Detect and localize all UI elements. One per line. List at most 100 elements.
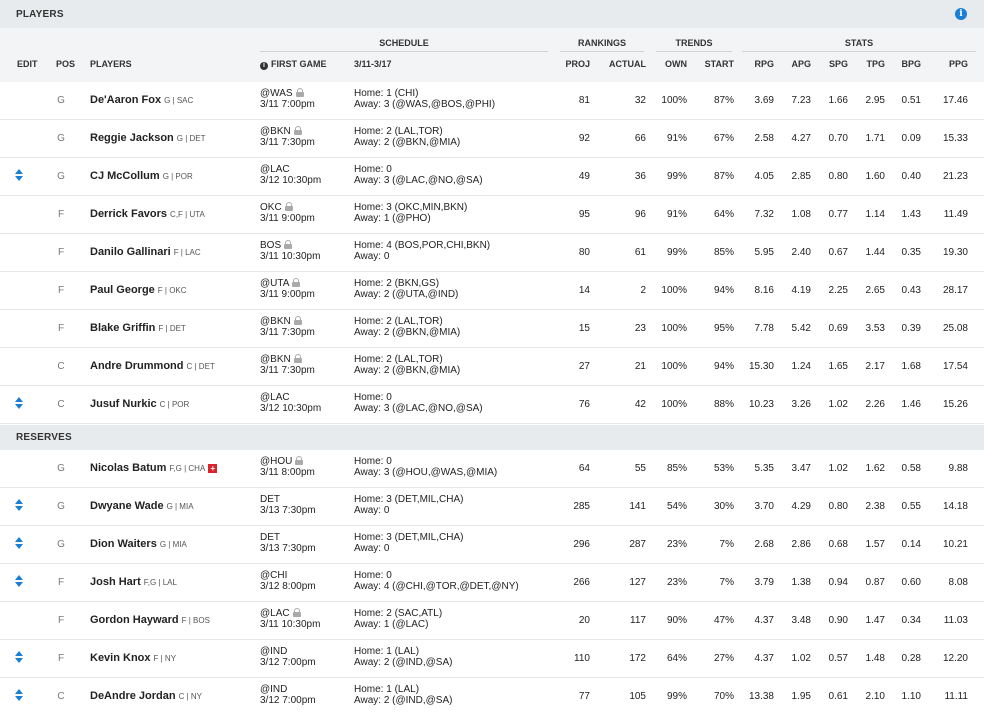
table-row[interactable]: F Danilo Gallinari F | LAC BOS 3/11 10:30pm H… <box>0 234 984 272</box>
player-name-cell[interactable]: Nicolas Batum F,G | CHA + <box>90 462 218 474</box>
table-row[interactable]: F Gordon Hayward F | BOS @LAC 3/11 10:30pm Ho… <box>0 602 984 640</box>
move-player-icon[interactable] <box>13 689 25 705</box>
arrow-down-icon <box>15 176 23 181</box>
injury-icon[interactable]: + <box>208 464 218 473</box>
player-team-position: G | MIA <box>166 502 194 511</box>
move-player-icon[interactable] <box>13 397 25 413</box>
table-row[interactable]: G Dion Waiters G | MIA DET 3/13 7:30pm Home: … <box>0 526 984 564</box>
move-player-icon[interactable] <box>13 169 25 185</box>
player-name[interactable]: Blake Griffin <box>90 322 156 334</box>
table-row[interactable]: C Jusuf Nurkic C | POR @LAC 3/12 10:30pm Home… <box>0 386 984 424</box>
stat-ppg: 17.46 <box>942 95 968 106</box>
player-name-cell[interactable]: Reggie Jackson G | DET <box>90 132 206 144</box>
stat-proj: 20 <box>578 615 590 626</box>
player-name[interactable]: Reggie Jackson <box>90 132 174 144</box>
stat-start: 30% <box>713 501 734 512</box>
position: G <box>57 133 65 144</box>
player-name-cell[interactable]: Josh Hart F,G | LAL <box>90 576 177 588</box>
player-team-position: C | NY <box>178 692 202 701</box>
player-name[interactable]: Josh Hart <box>90 576 141 588</box>
schedule-away: Away: 2 (@IND,@SA) <box>354 657 453 668</box>
table-row[interactable]: G CJ McCollum G | POR @LAC 3/12 10:30pm Home:… <box>0 158 984 196</box>
col-edit: EDIT <box>17 59 38 69</box>
player-name-cell[interactable]: Blake Griffin F | DET <box>90 322 186 334</box>
player-name-cell[interactable]: Kevin Knox F | NY <box>90 652 176 664</box>
move-player-icon[interactable] <box>13 651 25 667</box>
first-game-time: 3/11 7:30pm <box>260 327 315 338</box>
player-name-cell[interactable]: DeAndre Jordan C | NY <box>90 690 202 702</box>
col-players[interactable]: PLAYERS <box>90 59 132 69</box>
table-row[interactable]: G Nicolas Batum F,G | CHA + @HOU 3/11 8:00pm H… <box>0 450 984 488</box>
player-name[interactable]: Paul George <box>90 284 155 296</box>
move-player-icon[interactable] <box>13 537 25 553</box>
player-name[interactable]: DeAndre Jordan <box>90 690 176 702</box>
table-row[interactable]: F Kevin Knox F | NY @IND 3/12 7:00pm Home: 1 … <box>0 640 984 678</box>
table-row[interactable]: G Dwyane Wade G | MIA DET 3/13 7:30pm Home: 3… <box>0 488 984 526</box>
weekly-schedule: Home: 3 (OKC,MIN,BKN) Away: 1 (@PHO) <box>354 202 467 224</box>
player-name[interactable]: Kevin Knox <box>90 652 151 664</box>
player-name[interactable]: Derrick Favors <box>90 208 168 220</box>
player-name[interactable]: Dwyane Wade <box>90 500 164 512</box>
col-start[interactable]: START <box>704 59 734 69</box>
col-spg[interactable]: SPG <box>828 59 848 69</box>
player-name-cell[interactable]: Paul George F | OKC <box>90 284 187 296</box>
player-name[interactable]: Gordon Hayward <box>90 614 179 626</box>
stat-actual: 36 <box>634 171 646 182</box>
info-icon[interactable]: i <box>955 8 967 20</box>
player-name-cell[interactable]: Jusuf Nurkic C | POR <box>90 398 189 410</box>
table-row[interactable]: G Reggie Jackson G | DET @BKN 3/11 7:30pm Hom… <box>0 120 984 158</box>
player-name-cell[interactable]: Derrick Favors C,F | UTA <box>90 208 205 220</box>
player-name[interactable]: Jusuf Nurkic <box>90 398 157 410</box>
group-underline <box>260 51 548 52</box>
stat-rpg: 3.69 <box>754 95 774 106</box>
player-name-cell[interactable]: Danilo Gallinari F | LAC <box>90 246 201 258</box>
col-pos[interactable]: POS <box>56 59 76 69</box>
arrow-down-icon <box>15 658 23 663</box>
stat-rpg: 3.70 <box>754 501 774 512</box>
stat-apg: 1.02 <box>791 653 811 664</box>
player-name-cell[interactable]: CJ McCollum G | POR <box>90 170 193 182</box>
col-tpg[interactable]: TPG <box>866 59 885 69</box>
table-row[interactable]: G De'Aaron Fox G | SAC @WAS 3/11 7:00pm Home:… <box>0 82 984 120</box>
col-apg[interactable]: APG <box>791 59 811 69</box>
player-team-position: F,G | LAL <box>143 578 177 587</box>
move-player-icon[interactable] <box>13 499 25 515</box>
col-bpg[interactable]: BPG <box>901 59 921 69</box>
weekly-schedule: Home: 2 (LAL,TOR) Away: 2 (@BKN,@MIA) <box>354 316 460 338</box>
table-row[interactable]: F Josh Hart F,G | LAL @CHI 3/12 8:00pm Home: … <box>0 564 984 602</box>
col-week[interactable]: 3/11-3/17 <box>354 59 392 69</box>
player-name[interactable]: De'Aaron Fox <box>90 94 162 106</box>
col-proj[interactable]: PROJ <box>565 59 590 69</box>
schedule-away: Away: 0 <box>354 251 390 262</box>
stat-rpg: 2.58 <box>754 133 774 144</box>
player-name-cell[interactable]: Dion Waiters G | MIA <box>90 538 187 550</box>
table-row[interactable]: F Blake Griffin F | DET @BKN 3/11 7:30pm Home… <box>0 310 984 348</box>
player-name[interactable]: CJ McCollum <box>90 170 160 182</box>
player-name-cell[interactable]: Dwyane Wade G | MIA <box>90 500 194 512</box>
group-rankings: RANKINGS <box>577 38 626 48</box>
stat-spg: 1.66 <box>828 95 848 106</box>
move-player-icon[interactable] <box>13 575 25 591</box>
player-team-position: F | NY <box>153 654 177 663</box>
table-row[interactable]: F Paul George F | OKC @UTA 3/11 9:00pm Home: … <box>0 272 984 310</box>
first-game-opponent: @CHI <box>260 570 288 581</box>
player-name-cell[interactable]: De'Aaron Fox G | SAC <box>90 94 193 106</box>
player-name[interactable]: Andre Drummond <box>90 360 184 372</box>
stat-own: 99% <box>666 691 687 702</box>
col-own[interactable]: OWN <box>665 59 687 69</box>
col-actual[interactable]: ACTUAL <box>609 59 646 69</box>
stat-own: 100% <box>661 285 687 296</box>
player-name-cell[interactable]: Andre Drummond C | DET <box>90 360 215 372</box>
table-row[interactable]: F Derrick Favors C,F | UTA OKC 3/11 9:00pm Ho… <box>0 196 984 234</box>
col-rpg[interactable]: RPG <box>754 59 774 69</box>
schedule-home: Home: 3 (DET,MIL,CHA) <box>354 532 464 543</box>
table-row[interactable]: C DeAndre Jordan C | NY @IND 3/12 7:00pm Home… <box>0 678 984 714</box>
player-name[interactable]: Nicolas Batum <box>90 462 167 474</box>
first-game: @IND 3/12 7:00pm <box>260 684 316 706</box>
player-name-cell[interactable]: Gordon Hayward F | BOS <box>90 614 210 626</box>
col-ppg[interactable]: PPG <box>948 59 968 69</box>
col-first-game[interactable]: i FIRST GAME <box>260 59 327 70</box>
player-name[interactable]: Dion Waiters <box>90 538 157 550</box>
player-name[interactable]: Danilo Gallinari <box>90 246 171 258</box>
table-row[interactable]: C Andre Drummond C | DET @BKN 3/11 7:30pm Hom… <box>0 348 984 386</box>
